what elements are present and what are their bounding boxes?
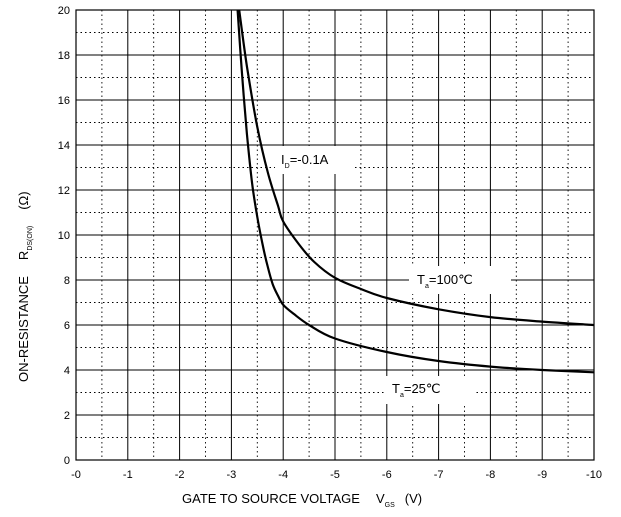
series-line-25c xyxy=(236,9,595,374)
plot-frame xyxy=(75,9,595,461)
y-tick-label: 0 xyxy=(64,455,70,467)
x-tick-label: -9 xyxy=(537,469,547,481)
y-tick-label: 18 xyxy=(58,50,70,62)
x-tick-label: -1 xyxy=(123,469,133,481)
y-tick-label: 8 xyxy=(64,275,70,287)
y-tick-label: 10 xyxy=(58,230,70,242)
y-tick-label: 12 xyxy=(58,185,70,197)
y-tick-label: 20 xyxy=(58,5,70,17)
x-tick-label: -6 xyxy=(382,469,392,481)
x-tick-label: -5 xyxy=(330,469,340,481)
series-label-25: Ta=25℃ xyxy=(392,381,441,399)
grid xyxy=(76,10,594,460)
x-tick-label: -8 xyxy=(486,469,496,481)
x-tick-label: -3 xyxy=(227,469,237,481)
series-label-100: Ta=100℃ xyxy=(417,272,473,290)
y-tick-label: 4 xyxy=(64,365,70,377)
condition-label: ID=-0.1A xyxy=(281,152,329,170)
condition-label-bg xyxy=(275,146,355,174)
x-tick-label: -10 xyxy=(586,469,602,481)
x-tick-label: -0 xyxy=(71,469,81,481)
tick-labels: -0 -1 -2 -3 -4 -5 -6 -7 -8 -9 -10 0 2 4 6 8 10 12 14 16 18 20 xyxy=(58,5,602,481)
series-line-100c xyxy=(238,9,595,327)
y-tick-label: 6 xyxy=(64,320,70,332)
x-tick-label: -4 xyxy=(278,469,288,481)
series xyxy=(236,9,595,374)
x-axis-label: GATE TO SOURCE VOLTAGE VGS (V) xyxy=(182,491,422,509)
y-tick-label: 16 xyxy=(58,95,70,107)
series-label-25-bg xyxy=(386,376,474,404)
y-tick-label: 2 xyxy=(64,410,70,422)
x-tick-label: -2 xyxy=(175,469,185,481)
x-tick-label: -7 xyxy=(434,469,444,481)
y-tick-label: 14 xyxy=(58,140,70,152)
y-axis-label: ON-RESISTANCERDS(ON)(Ω) xyxy=(16,191,34,382)
series-label-100-bg xyxy=(409,266,511,294)
